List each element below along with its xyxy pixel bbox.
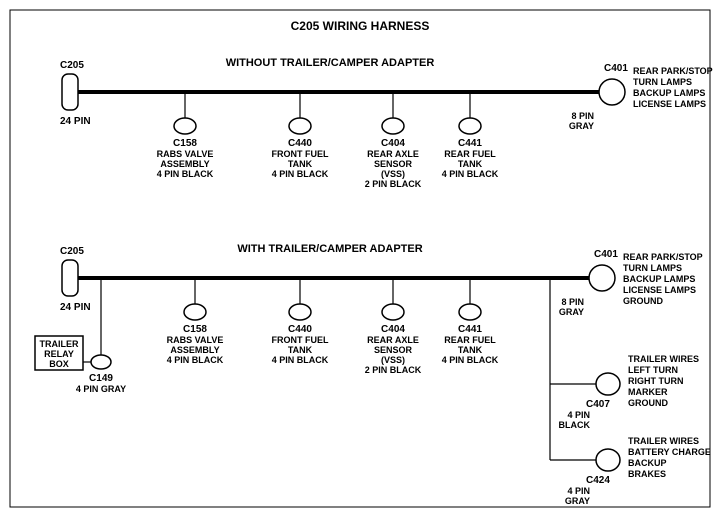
label-text: REAR FUEL (444, 149, 496, 159)
drop-connector (382, 304, 404, 320)
drop-code: C158 (183, 324, 207, 335)
relay-pins: 4 PIN GRAY (76, 384, 126, 394)
label-text: TRAILER WIRES (628, 436, 699, 446)
label-text: BLACK (559, 420, 591, 430)
c424-code: C424 (586, 475, 610, 486)
label-text: 4 PIN (567, 486, 590, 496)
c407-connector (596, 373, 620, 395)
right-connector-code: C401 (594, 249, 618, 260)
label-text: LICENSE LAMPS (633, 99, 706, 109)
left-connector-pins: 24 PIN (60, 116, 91, 127)
c407-code: C407 (586, 399, 610, 410)
label-text: FRONT FUEL (272, 149, 329, 159)
label-text: TURN LAMPS (633, 77, 692, 87)
label-text: GRAY (559, 307, 584, 317)
label-text: GROUND (623, 296, 663, 306)
drop-connector (382, 118, 404, 134)
label-text: REAR FUEL (444, 335, 496, 345)
label-text: BACKUP LAMPS (633, 88, 705, 98)
label-text: 4 PIN BLACK (272, 169, 329, 179)
label-text: GROUND (628, 398, 668, 408)
label-text: 4 PIN BLACK (167, 355, 224, 365)
label-text: BACKUP LAMPS (623, 274, 695, 284)
label-text: TRAILER (40, 339, 79, 349)
drop-connector (289, 304, 311, 320)
label-text: 8 PIN (571, 111, 594, 121)
label-text: MARKER (628, 387, 668, 397)
section-subtitle: WITHOUT TRAILER/CAMPER ADAPTER (226, 57, 435, 69)
label-text: 4 PIN BLACK (157, 169, 214, 179)
label-text: 2 PIN BLACK (365, 179, 422, 189)
label-text: 4 PIN BLACK (272, 355, 329, 365)
c424-connector (596, 449, 620, 471)
drop-code: C404 (381, 138, 405, 149)
label-text: SENSOR (374, 159, 413, 169)
label-text: 8 PIN (561, 297, 584, 307)
drop-connector (459, 304, 481, 320)
drop-connector (174, 118, 196, 134)
label-text: 2 PIN BLACK (365, 365, 422, 375)
drop-code: C404 (381, 324, 405, 335)
label-text: FRONT FUEL (272, 335, 329, 345)
label-text: 4 PIN (567, 410, 590, 420)
left-connector-code: C205 (60, 246, 84, 257)
label-text: GRAY (565, 496, 590, 506)
label-text: BOX (49, 359, 69, 369)
drop-code: C440 (288, 138, 312, 149)
label-text: TURN LAMPS (623, 263, 682, 273)
label-text: ASSEMBLY (160, 159, 209, 169)
label-text: 4 PIN BLACK (442, 169, 499, 179)
left-connector-pins: 24 PIN (60, 302, 91, 313)
label-text: REAR PARK/STOP (633, 66, 713, 76)
label-text: RABS VALVE (167, 335, 224, 345)
label-text: LEFT TURN (628, 365, 678, 375)
label-text: TANK (288, 159, 313, 169)
label-text: TANK (458, 345, 483, 355)
label-text: (VSS) (381, 169, 405, 179)
label-text: REAR AXLE (367, 335, 419, 345)
drop-code: C158 (173, 138, 197, 149)
left-connector (62, 260, 78, 296)
label-text: BATTERY CHARGE (628, 447, 711, 457)
main-title: C205 WIRING HARNESS (291, 19, 430, 33)
label-text: RIGHT TURN (628, 376, 684, 386)
label-text: LICENSE LAMPS (623, 285, 696, 295)
drop-connector (459, 118, 481, 134)
label-text: RELAY (44, 349, 74, 359)
relay-code: C149 (89, 373, 113, 384)
label-text: GRAY (569, 121, 594, 131)
left-connector (62, 74, 78, 110)
label-text: TANK (458, 159, 483, 169)
label-text: TANK (288, 345, 313, 355)
right-connector (589, 265, 615, 291)
drop-code: C440 (288, 324, 312, 335)
label-text: SENSOR (374, 345, 413, 355)
drop-code: C441 (458, 138, 482, 149)
relay-connector (91, 355, 111, 369)
label-text: ASSEMBLY (170, 345, 219, 355)
label-text: REAR AXLE (367, 149, 419, 159)
label-text: 4 PIN BLACK (442, 355, 499, 365)
label-text: BRAKES (628, 469, 666, 479)
left-connector-code: C205 (60, 60, 84, 71)
section-subtitle: WITH TRAILER/CAMPER ADAPTER (237, 243, 422, 255)
label-text: REAR PARK/STOP (623, 252, 703, 262)
right-connector (599, 79, 625, 105)
drop-connector (184, 304, 206, 320)
drop-code: C441 (458, 324, 482, 335)
drop-connector (289, 118, 311, 134)
label-text: RABS VALVE (157, 149, 214, 159)
label-text: (VSS) (381, 355, 405, 365)
right-connector-code: C401 (604, 63, 628, 74)
label-text: TRAILER WIRES (628, 354, 699, 364)
label-text: BACKUP (628, 458, 667, 468)
